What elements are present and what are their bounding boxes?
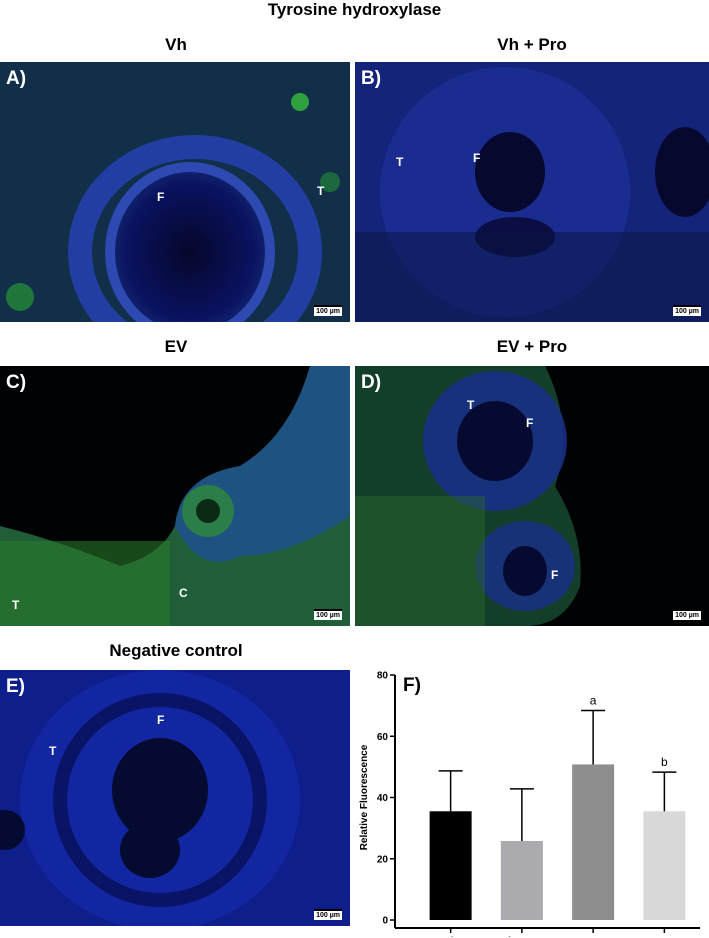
- bar: [572, 764, 615, 920]
- corpus-mark: C: [179, 586, 188, 600]
- theca-mark: T: [12, 598, 20, 612]
- bar-chart: F) Relative Fluorescence 0 20 40 60 80 Vh Vh …: [359, 671, 700, 937]
- y-tick-label: 20: [377, 854, 389, 865]
- panel-a-title: Vh: [165, 35, 187, 54]
- theca-mark: T: [317, 184, 325, 198]
- panel-d-title: EV + Pro: [496, 337, 568, 356]
- scale-bar: 100 µm: [314, 609, 342, 620]
- bar: [500, 840, 543, 920]
- panel-b-label: B): [361, 68, 382, 89]
- x-tick-label: EV: [586, 936, 600, 937]
- micrograph-panel-b: B) T F 100 µm: [355, 62, 709, 322]
- panel-d-label: D): [361, 372, 382, 393]
- micrograph-panel-d: D) T F F 100 µm: [355, 366, 709, 626]
- micrograph-c-image: [0, 366, 350, 626]
- bar: [429, 811, 472, 920]
- y-tick-label: 60: [377, 732, 389, 743]
- y-tick-label: 80: [377, 671, 389, 682]
- significance-label: b: [661, 755, 668, 769]
- micrograph-b-image: [355, 62, 709, 322]
- micrograph-panel-c: C) T C 100 µm: [0, 366, 350, 626]
- scale-bar: 100 µm: [673, 609, 701, 620]
- follicle-mark: F: [157, 190, 165, 204]
- follicle-mark-2: F: [551, 568, 559, 582]
- panel-e-title: Negative control: [109, 641, 243, 660]
- scale-bar: 100 µm: [314, 305, 342, 316]
- micrograph-a-image: [0, 62, 350, 322]
- figure-title: Tyrosine hydroxylase: [267, 0, 442, 19]
- x-tick-label: EV + Pro: [644, 936, 685, 937]
- follicle-mark: F: [473, 151, 481, 165]
- panel-c-title: EV: [164, 337, 188, 356]
- micrograph-e-image: [0, 670, 350, 926]
- panel-b-title: Vh + Pro: [497, 35, 567, 54]
- y-tick-label: 0: [382, 916, 388, 927]
- scale-bar: 100 µm: [314, 909, 342, 920]
- theca-mark: T: [396, 155, 404, 169]
- theca-mark: T: [49, 744, 57, 758]
- follicle-mark: F: [157, 713, 165, 727]
- panel-f-label: F): [403, 675, 421, 696]
- significance-label: a: [590, 694, 597, 708]
- x-tick-label: Vh + Pro: [501, 936, 542, 937]
- panel-e-label: E): [6, 676, 25, 697]
- micrograph-panel-a: A) F T 100 µm: [0, 62, 350, 322]
- panel-a-label: A): [6, 68, 27, 89]
- panel-c-label: C): [6, 372, 27, 393]
- y-axis-label: Relative Fluorescence: [359, 744, 370, 850]
- follicle-mark: F: [526, 416, 534, 430]
- scale-bar: 100 µm: [673, 305, 701, 316]
- micrograph-panel-e: E) T F 100 µm: [0, 670, 350, 926]
- x-tick-label: Vh: [444, 936, 457, 937]
- bar: [643, 811, 686, 920]
- theca-mark: T: [467, 398, 475, 412]
- micrograph-d-image: [355, 366, 709, 626]
- y-tick-label: 40: [377, 793, 389, 804]
